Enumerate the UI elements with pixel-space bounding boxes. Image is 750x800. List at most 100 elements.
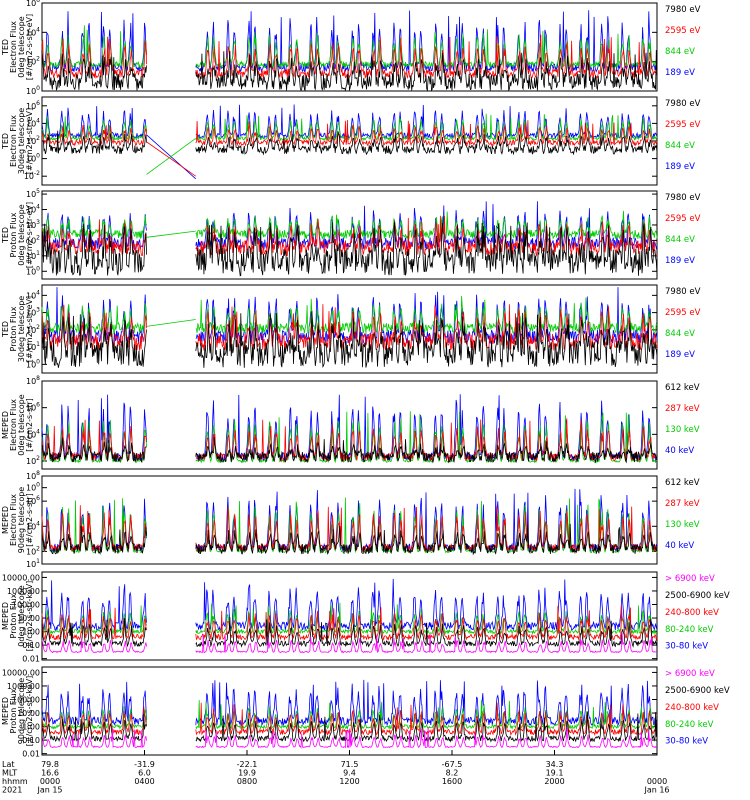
x-tick-label: 19.1: [546, 769, 564, 778]
y-tick-label: 102: [26, 455, 40, 466]
y-axis-label-line: 0deg telescope: [17, 204, 26, 265]
y-tick-label: 100: [26, 265, 40, 276]
y-tick-label: 100.00: [12, 695, 40, 704]
y-axis-label-line: 30deg telescope: [17, 296, 26, 363]
y-tick-label: 102: [26, 56, 40, 67]
series-trace: [41, 215, 658, 258]
gap-connector: [146, 230, 196, 238]
y-axis-label-line: 90deg telescope: [17, 678, 26, 745]
y-axis-label-line: TED: [1, 39, 10, 56]
legend-entry: 80-240 keV: [665, 625, 714, 635]
legend-entry: 844 eV: [665, 329, 695, 339]
y-tick-label: 101: [26, 341, 40, 352]
series-trace: [41, 602, 658, 635]
y-tick-label: 101: [26, 558, 40, 569]
y-tick-label: 10.00: [17, 614, 40, 623]
y-tick-label: 10000.00: [2, 573, 40, 582]
x-tick-label: 71.5: [341, 760, 359, 769]
legend-entry: 2595 eV: [665, 308, 701, 318]
y-tick-label: 1.00: [22, 723, 40, 732]
y-axis-label-line: Proton Flux: [9, 306, 18, 351]
y-tick-label: 102: [26, 324, 40, 335]
y-tick-label: 106: [26, 402, 40, 413]
y-axis-label-line: Proton Flux: [9, 688, 18, 733]
legend-entry: 30-80 keV: [665, 642, 708, 652]
y-axis-label-line: [#/cm2-s-str-eV]: [25, 202, 34, 268]
y-tick-label: 102: [26, 135, 40, 146]
series-trace: [41, 523, 658, 556]
y-tick-label: 106: [26, 0, 40, 8]
y-tick-label: 104: [26, 289, 40, 300]
y-axis-label-line: MEPED: [1, 506, 10, 534]
x-axis-row-label: MLT: [2, 769, 17, 778]
legend-entry: > 6900 keV: [665, 669, 715, 679]
y-axis-label: TED Electron Flux 0deg telescope [#/cm2-s-s…: [1, 14, 34, 80]
y-tick-label: 0.01: [22, 655, 40, 664]
legend-entry: > 6900 keV: [665, 574, 715, 584]
x-tick-label: Jan 15: [36, 786, 62, 795]
y-tick-label: 105: [26, 188, 40, 199]
legend-entry: 287 keV: [665, 499, 700, 509]
x-tick-label: 19.9: [238, 769, 256, 778]
y-axis-label-line: [#/cm2-s-str-eV]: [25, 296, 34, 362]
panel-1: 106 104 102 100 TED Electron Flux 0deg telesco…: [1, 0, 701, 96]
x-tick-label: 0000: [40, 777, 60, 786]
series-trace: [41, 617, 658, 648]
x-tick-label: Jan 16: [643, 786, 669, 795]
y-tick-label: 100: [26, 482, 40, 493]
series-trace: [41, 632, 658, 654]
series-trace: [41, 104, 658, 140]
legend-entry: 240-800 keV: [665, 703, 719, 713]
series-trace: [41, 113, 658, 142]
legend-entry: 240-800 keV: [665, 608, 719, 618]
legend-entry: 612 keV: [665, 383, 700, 393]
x-tick-label: 0800: [237, 777, 257, 786]
legend-entry: 7980 eV: [665, 99, 701, 109]
y-axis-label-line: 0deg telescope: [17, 16, 26, 77]
y-axis-label-line: TED: [1, 133, 10, 150]
y-tick-label: 103: [26, 219, 40, 230]
y-tick-label: 104: [26, 26, 40, 37]
gap-connector: [146, 141, 196, 177]
y-tick-label: 108: [26, 375, 40, 386]
y-tick-label: 104: [26, 117, 40, 128]
legend-entry: 2595 eV: [665, 26, 701, 36]
y-tick-label: 100.00: [12, 600, 40, 609]
legend-entry: 612 keV: [665, 478, 700, 488]
y-tick-label: 108: [26, 470, 40, 481]
y-tick-label: 104: [26, 204, 40, 215]
y-tick-label: 106: [26, 100, 40, 111]
y-tick-label: 0.10: [22, 641, 40, 650]
y-tick-label: 1000.00: [7, 587, 40, 596]
y-tick-label: 104: [26, 428, 40, 439]
series-trace: [41, 437, 658, 464]
y-axis-label: MEPED Proton Flux 90deg telescope [#/cm2-s-…: [1, 676, 34, 747]
y-axis-label: TED Electron Flux 30deg telescope [#/cm2-s-…: [1, 108, 34, 175]
y-tick-label: 102: [26, 545, 40, 556]
series-trace: [41, 679, 658, 727]
y-tick-label: 10000.00: [2, 668, 40, 677]
gap-connector: [146, 138, 196, 175]
legend-entry: 80-240 keV: [665, 720, 714, 730]
y-axis-label: MEPED Proton Flux 0deg telescope [#/cm2-s-s…: [1, 581, 34, 652]
x-tick-label: 9.4: [343, 769, 356, 778]
y-tick-label: 102: [26, 234, 40, 245]
x-tick-label: 34.3: [546, 760, 564, 769]
legend-entry: 2595 eV: [665, 120, 701, 130]
legend-entry: 844 eV: [665, 47, 695, 57]
x-tick-label: 16.6: [41, 769, 59, 778]
y-axis-label: MEPED Electron Flux 0deg telescope [#/cm2-s…: [1, 394, 34, 455]
x-tick-label: 0400: [134, 777, 154, 786]
series-trace: [41, 221, 658, 277]
y-axis-label-line: Electron Flux: [9, 21, 18, 73]
y-tick-label: 104: [26, 520, 40, 531]
y-axis-label-line: TED: [1, 321, 10, 338]
x-tick-label: 6.0: [138, 769, 151, 778]
legend-entry: 189 eV: [665, 350, 695, 360]
x-axis-row-label: hhmm: [2, 777, 28, 786]
legend-entry: 7980 eV: [665, 193, 701, 203]
y-tick-label: 100: [26, 358, 40, 369]
